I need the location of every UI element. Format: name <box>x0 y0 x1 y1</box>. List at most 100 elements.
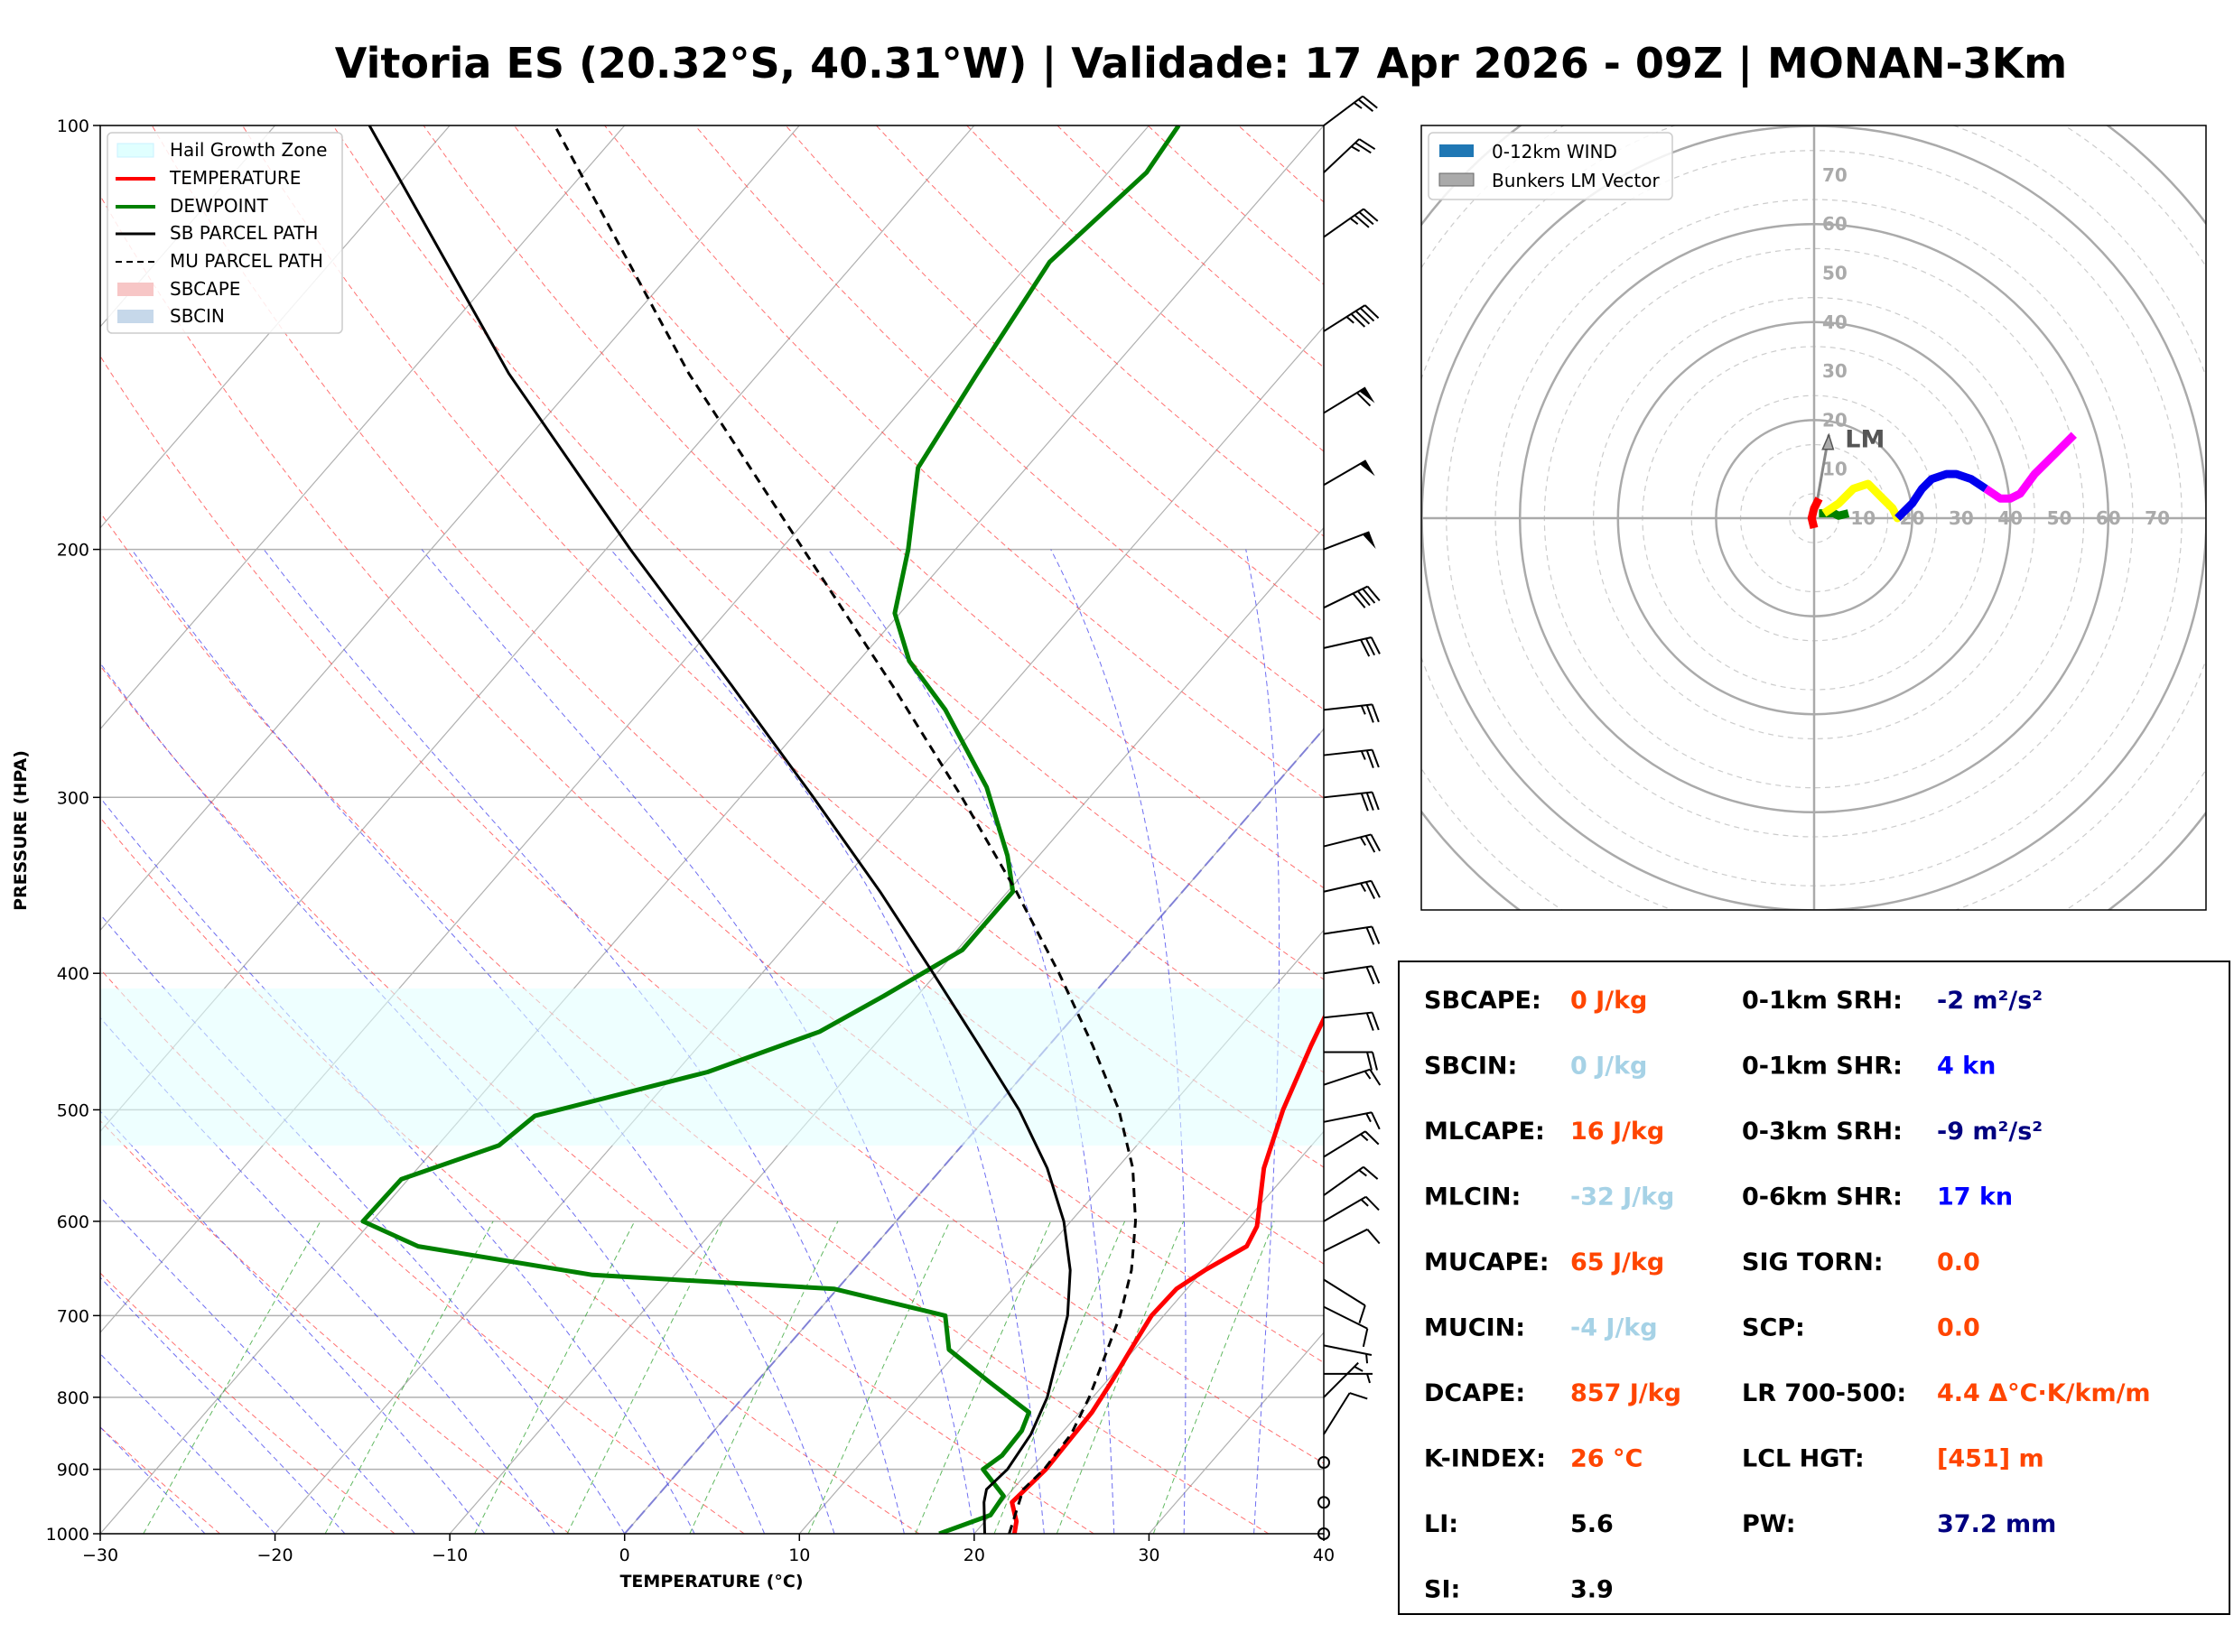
index-label: SBCIN: <box>1424 1053 1517 1081</box>
isotherm <box>100 125 1150 1334</box>
wind-barb <box>1323 1111 1381 1130</box>
barb-shaft <box>1323 95 1364 126</box>
hodo-ring-label: 20 <box>1822 409 1848 431</box>
hodo-ring-label: 10 <box>1822 459 1848 480</box>
barb-full <box>1354 142 1372 154</box>
moist-adiabat <box>100 796 695 1534</box>
barb-flag <box>1359 387 1375 404</box>
barb-full <box>1364 835 1376 853</box>
barb-full <box>1365 704 1374 723</box>
hail-growth-zone <box>100 988 1324 1146</box>
barb-full <box>1358 138 1376 151</box>
barb-full <box>1364 637 1375 656</box>
index-label: SIG TORN: <box>1742 1248 1884 1276</box>
moist-adiabat <box>131 549 835 1534</box>
dry-adiabat <box>242 125 1324 1168</box>
hodo-trace-segment <box>1983 432 2077 503</box>
mixing-ratio-line <box>474 1220 636 1534</box>
barb-full <box>1366 1052 1373 1071</box>
dry-adiabat <box>100 664 1094 1534</box>
index-value: -2 m²/s² <box>1937 987 2043 1015</box>
wind-barb <box>1323 833 1381 853</box>
wind-barb <box>1323 1344 1373 1364</box>
barb-shaft <box>1323 1011 1373 1019</box>
dry-adiabat <box>100 355 1324 1464</box>
x-tick-label: 0 <box>619 1545 630 1565</box>
hodo-axis-label: 10 <box>1850 507 1876 529</box>
mixing-ratio-line <box>689 1220 839 1534</box>
barb-half <box>1359 836 1366 846</box>
barb-half <box>1360 750 1366 760</box>
wind-barbs <box>1317 95 1382 1540</box>
skewt-frame <box>99 125 1325 1535</box>
barb-shaft <box>1323 304 1366 332</box>
mixing-ratio-line <box>324 1220 494 1534</box>
barb-half <box>1365 1112 1372 1123</box>
index-value: -32 J/kg <box>1570 1183 1674 1211</box>
wind-barb <box>1323 459 1375 487</box>
barb-shaft <box>1323 748 1373 756</box>
wind-barb <box>1323 208 1379 238</box>
y-tick-label: 1000 <box>46 1525 89 1545</box>
hodo-ring-label: 60 <box>1822 213 1848 235</box>
wind-barb <box>1323 386 1375 414</box>
index-value: -9 m²/s² <box>1937 1118 2043 1146</box>
barb-full <box>1362 588 1376 604</box>
hodograph-legend: 0-12km WIND Bunkers LM Vector <box>1428 132 1673 200</box>
barb-full <box>1354 214 1370 228</box>
dry-adiabat <box>332 125 1324 1073</box>
index-value: 0 J/kg <box>1570 987 1647 1015</box>
hodo-trace-segment <box>1807 497 1823 529</box>
legend-label: MU PARCEL PATH <box>170 250 323 272</box>
hodo-axis-label: 70 <box>2145 507 2170 529</box>
legend-label: SB PARCEL PATH <box>170 222 318 244</box>
barb-half <box>1345 316 1354 324</box>
barb-shaft <box>1323 636 1372 649</box>
barb-full <box>1371 704 1380 723</box>
y-tick-label: 300 <box>57 788 89 808</box>
barb-full <box>1362 1328 1369 1348</box>
y-tick-label: 400 <box>57 964 89 984</box>
barb-half <box>1349 218 1359 226</box>
y-tick-label: 600 <box>57 1212 89 1232</box>
wind-barb <box>1323 1305 1369 1348</box>
mixing-ratio-line <box>566 1220 723 1534</box>
moist-adiabat <box>100 1276 346 1534</box>
dry-adiabat <box>100 1119 571 1534</box>
barb-full <box>1350 313 1366 328</box>
barb-half <box>1360 1198 1369 1207</box>
legend-label: DEWPOINT <box>170 195 268 217</box>
index-label: MLCIN: <box>1424 1183 1521 1211</box>
barb-full <box>1359 307 1375 322</box>
legend-swatch-sbcape <box>117 283 154 296</box>
index-label: MUCAPE: <box>1424 1248 1550 1276</box>
barb-full <box>1366 1229 1381 1245</box>
moist-adiabat <box>100 1016 555 1534</box>
wind-barb <box>1323 1068 1382 1086</box>
wind-barb <box>1324 1372 1373 1384</box>
barb-shaft <box>1323 833 1372 848</box>
wind-barb <box>1323 1165 1379 1196</box>
barb-flag <box>1359 460 1375 477</box>
legend-label: Bunkers LM Vector <box>1492 170 1661 191</box>
figure-title: Vitoria ES (20.32°S, 40.31°W) | Validade… <box>335 39 2067 88</box>
temperature-line <box>1010 1014 1324 1534</box>
wind-barb <box>1323 531 1376 551</box>
dry-adiabat <box>513 125 1324 889</box>
sb-parcel-path-line <box>368 125 1072 1534</box>
moist-adiabat <box>100 662 766 1534</box>
legend-swatch-hail <box>116 143 154 158</box>
barb-shaft <box>1323 1361 1359 1398</box>
dewpoint-line <box>360 125 1181 1534</box>
index-label: LCL HGT: <box>1742 1445 1865 1473</box>
barb-full <box>1371 965 1381 984</box>
index-label: SI: <box>1424 1576 1460 1604</box>
x-tick-label: 30 <box>1138 1545 1159 1565</box>
mixing-ratio-line <box>1056 1220 1185 1534</box>
wind-barb <box>1323 791 1380 812</box>
skewt-ylabel: PRESSURE (HPA) <box>11 750 31 911</box>
barb-full <box>1370 880 1381 898</box>
mixing-ratio-line <box>993 1220 1126 1534</box>
barb-full <box>1363 1165 1379 1180</box>
index-value: -4 J/kg <box>1570 1314 1658 1342</box>
